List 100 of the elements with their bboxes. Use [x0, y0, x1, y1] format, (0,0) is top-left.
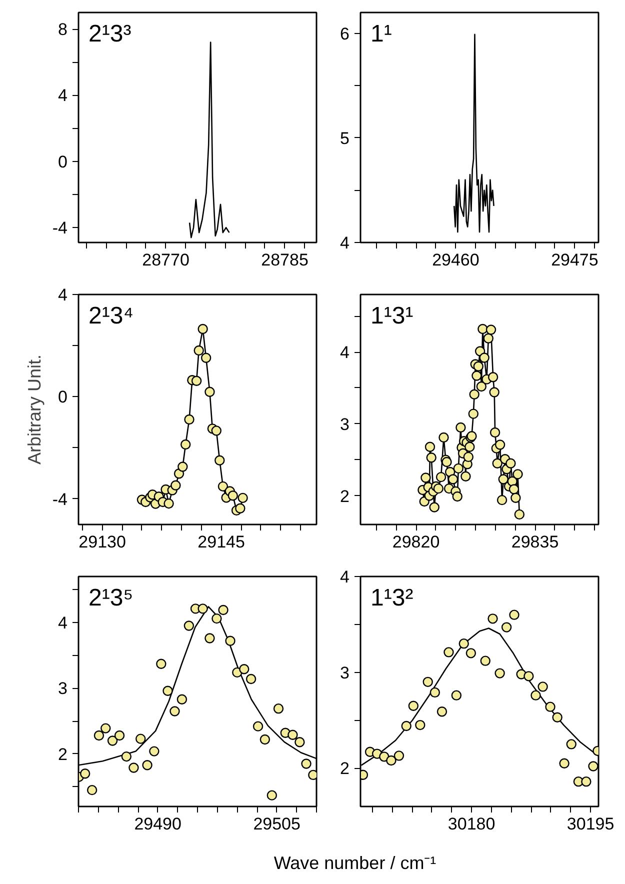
- point: [401, 720, 412, 732]
- y-tick-label: 2: [340, 486, 350, 506]
- point: [488, 614, 498, 624]
- x-tick-label: 30195: [566, 814, 614, 834]
- point: [225, 636, 236, 646]
- point: [128, 762, 139, 773]
- chart-title: 1¹3²: [370, 584, 414, 612]
- point: [170, 480, 181, 490]
- point: [509, 610, 520, 620]
- point: [436, 706, 448, 717]
- point: [588, 761, 598, 772]
- point: [252, 721, 264, 732]
- point: [204, 386, 215, 397]
- point: [415, 720, 426, 730]
- point: [408, 700, 419, 711]
- point: [136, 734, 146, 744]
- point: [545, 702, 556, 712]
- x-tick-label: 28785: [261, 250, 308, 270]
- x-axis-title: Wave number / cm⁻¹: [274, 852, 436, 875]
- point: [294, 737, 305, 748]
- point: [178, 462, 188, 472]
- y-tick-label: 4: [340, 234, 350, 252]
- point: [458, 638, 469, 649]
- point: [80, 768, 90, 779]
- point: [235, 503, 246, 514]
- line-series: [188, 42, 230, 238]
- point: [538, 682, 548, 692]
- point: [198, 324, 208, 334]
- chart-title: 1¹: [370, 20, 392, 48]
- chart-title: 2¹3⁵: [88, 584, 134, 612]
- y-axis-title: Arbitrary Unit.: [24, 354, 44, 465]
- point: [238, 492, 248, 504]
- point: [559, 758, 570, 768]
- point: [480, 656, 490, 666]
- point: [86, 784, 98, 796]
- point: [194, 345, 204, 356]
- y-tick-label: 3: [340, 663, 350, 682]
- point: [246, 674, 256, 684]
- point: [239, 664, 250, 674]
- point: [552, 712, 562, 722]
- point: [162, 686, 173, 696]
- point: [430, 687, 440, 698]
- point: [198, 604, 208, 614]
- point: [94, 730, 104, 741]
- point: [121, 751, 132, 762]
- line-series: [453, 34, 494, 233]
- point: [212, 613, 222, 624]
- point: [386, 755, 396, 766]
- chart-title: 2¹3⁴: [88, 302, 134, 330]
- x-tick-label: 28770: [142, 250, 190, 270]
- y-tick-label: 8: [58, 20, 68, 40]
- point: [114, 730, 125, 741]
- x-tick-label: 30180: [448, 814, 496, 834]
- point: [100, 723, 111, 734]
- y-tick-label: 2: [58, 744, 68, 764]
- point: [107, 736, 118, 746]
- point: [566, 739, 576, 750]
- point: [218, 604, 228, 616]
- x-tick-label: 29835: [511, 532, 559, 552]
- point: [444, 647, 454, 658]
- y-tick-label: 4: [58, 286, 68, 304]
- y-tick-label: 0: [58, 152, 68, 172]
- y-tick-label: 2: [340, 759, 350, 778]
- point: [204, 633, 215, 644]
- point: [214, 455, 225, 466]
- point: [581, 776, 592, 787]
- x-tick-label: 29460: [432, 250, 480, 270]
- point: [288, 730, 298, 740]
- y-tick-label: 5: [340, 128, 350, 148]
- chart-title: 1¹3¹: [370, 302, 414, 330]
- y-tick-label: -4: [52, 218, 68, 238]
- point: [176, 694, 188, 704]
- y-tick-label: 4: [340, 568, 350, 586]
- point: [273, 703, 284, 714]
- point: [466, 648, 476, 658]
- point: [142, 760, 152, 770]
- point: [149, 746, 160, 756]
- x-tick-label: 29130: [78, 532, 126, 552]
- point: [191, 376, 202, 386]
- y-tick-label: 4: [340, 343, 350, 362]
- y-tick-label: 0: [58, 388, 68, 407]
- point: [530, 690, 541, 700]
- point: [260, 734, 270, 745]
- x-tick-label: 29820: [392, 532, 440, 552]
- y-tick-label: 4: [58, 614, 68, 632]
- point: [170, 706, 180, 716]
- x-tick-label: 29490: [134, 814, 182, 834]
- point: [156, 658, 166, 669]
- y-tick-label: 3: [340, 414, 350, 434]
- point: [301, 758, 312, 769]
- point: [184, 414, 194, 425]
- point: [494, 668, 505, 678]
- point: [266, 790, 278, 800]
- point: [422, 676, 433, 688]
- point: [180, 439, 191, 450]
- x-tick-label: 29505: [253, 814, 300, 834]
- point: [524, 671, 534, 682]
- y-tick-label: 4: [58, 86, 68, 106]
- y-tick-label: 3: [58, 679, 68, 698]
- point: [394, 750, 404, 761]
